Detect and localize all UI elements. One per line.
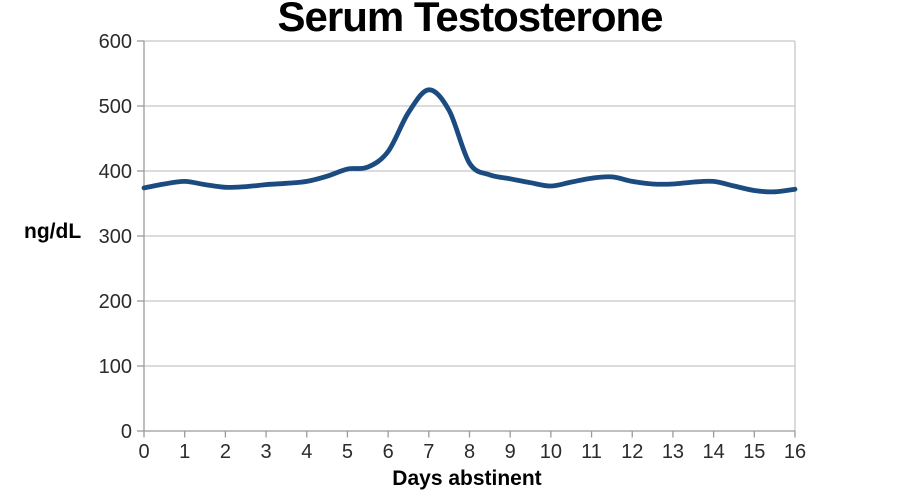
- x-tick-label: 2: [220, 441, 231, 463]
- x-tick-label: 16: [784, 441, 806, 463]
- x-tick-label: 4: [301, 441, 312, 463]
- x-axis-label: Days abstinent: [392, 467, 542, 490]
- y-tick-label: 600: [99, 31, 132, 53]
- x-tick-label: 14: [703, 441, 725, 463]
- y-tick-label: 400: [99, 161, 132, 183]
- x-tick-label: 5: [342, 441, 353, 463]
- x-tick-label: 11: [581, 441, 602, 463]
- x-tick-label: 7: [423, 441, 434, 463]
- y-axis-label: ng/dL: [24, 220, 82, 243]
- x-tick-label: 6: [383, 441, 394, 463]
- y-tick-label: 0: [121, 421, 132, 443]
- x-tick-label: 8: [464, 441, 475, 463]
- y-tick-label: 300: [99, 226, 132, 248]
- x-tick-label: 15: [743, 441, 765, 463]
- x-tick-label: 12: [621, 441, 643, 463]
- x-tick-label: 1: [179, 441, 190, 463]
- data-line-serum-testosterone: [141, 87, 798, 195]
- x-tick-label: 0: [138, 441, 149, 463]
- x-tick-label: 13: [662, 441, 684, 463]
- y-tick-label: 100: [99, 356, 132, 378]
- x-tick-label: 3: [261, 441, 272, 463]
- x-tick-label: 9: [505, 441, 516, 463]
- chart-title: Serum Testosterone: [277, 0, 664, 40]
- y-tick-label: 200: [99, 291, 132, 313]
- y-tick-label: 500: [99, 96, 132, 118]
- x-tick-label: 10: [540, 441, 562, 463]
